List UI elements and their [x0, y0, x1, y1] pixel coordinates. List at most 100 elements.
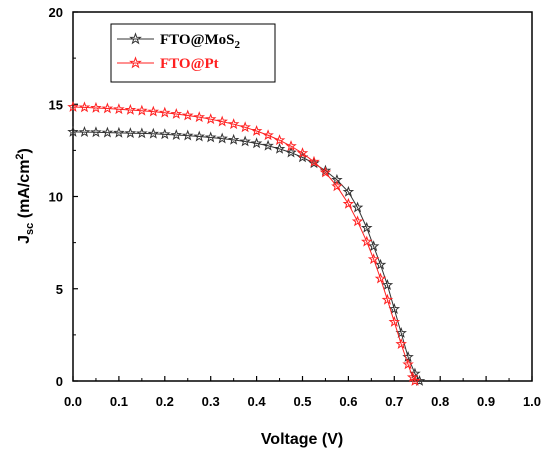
- point-pt: [402, 358, 414, 370]
- point-pt: [285, 140, 297, 152]
- x-tick-label: 0.5: [293, 394, 311, 409]
- point-mos2: [193, 130, 205, 142]
- point-mos2: [351, 201, 364, 213]
- point-pt: [250, 124, 263, 136]
- point-pt: [319, 166, 332, 178]
- point-pt: [273, 134, 286, 146]
- legend-item-pt: FTO@Pt: [117, 56, 219, 72]
- point-pt: [124, 103, 137, 115]
- point-mos2: [227, 133, 240, 145]
- point-mos2: [67, 125, 79, 137]
- point-pt: [78, 101, 91, 113]
- point-mos2: [159, 128, 171, 140]
- legend-label-mos2-main: FTO@MoS: [160, 32, 235, 48]
- point-pt: [374, 272, 387, 284]
- series-layer: [67, 100, 426, 386]
- y-tick-label: 15: [49, 97, 63, 112]
- point-pt: [113, 103, 125, 115]
- point-mos2: [361, 221, 373, 233]
- legend-item-mos2: FTO@MoS2: [117, 32, 241, 51]
- point-pt: [381, 293, 394, 305]
- y-axis-title-sub: sc: [24, 223, 36, 235]
- x-tick-label: 0.2: [156, 394, 174, 409]
- x-tick-label: 0.8: [431, 394, 449, 409]
- point-pt: [90, 101, 102, 113]
- point-mos2: [239, 135, 251, 147]
- point-pt: [67, 100, 79, 112]
- point-mos2: [250, 137, 263, 149]
- legend-label-pt: FTO@Pt: [160, 56, 219, 72]
- y-tick-label: 0: [56, 374, 63, 389]
- point-mos2: [388, 302, 401, 314]
- legend-label-pt-main: FTO@Pt: [160, 56, 219, 72]
- point-pt: [351, 215, 364, 227]
- point-mos2: [78, 126, 91, 138]
- point-pt: [147, 105, 160, 117]
- point-pt: [136, 104, 148, 116]
- point-pt: [342, 197, 355, 209]
- legend-box: [110, 23, 276, 83]
- point-pt: [409, 374, 421, 386]
- series-line-mos2: [72, 131, 420, 382]
- point-mos2: [395, 326, 407, 338]
- point-pt: [296, 147, 309, 159]
- point-pt: [331, 180, 343, 192]
- point-mos2: [136, 127, 148, 139]
- point-pt: [159, 106, 171, 118]
- point-mos2: [101, 126, 114, 138]
- legend-marker-pt: [129, 56, 142, 69]
- point-pt: [308, 155, 320, 167]
- x-tick-label: 0.7: [385, 394, 403, 409]
- point-mos2: [262, 139, 274, 151]
- point-pt: [227, 118, 240, 130]
- y-axis-title-sup: 2: [14, 153, 26, 159]
- x-tick-label: 0.1: [110, 394, 128, 409]
- x-tick-label: 0.3: [202, 394, 220, 409]
- legend-label-mos2: FTO@MoS2: [160, 32, 241, 51]
- point-mos2: [273, 142, 286, 154]
- point-pt: [170, 107, 183, 119]
- point-mos2: [147, 127, 160, 139]
- x-tick-label: 0.6: [339, 394, 357, 409]
- point-mos2: [285, 146, 297, 158]
- point-mos2: [113, 126, 125, 138]
- series-line-pt: [72, 106, 416, 382]
- point-mos2: [90, 126, 102, 138]
- point-pt: [262, 129, 274, 141]
- y-axis-title-close: ): [16, 148, 33, 153]
- legend: FTO@MoS2 FTO@Pt: [110, 23, 276, 83]
- y-axis: 0 5 10 15 20: [49, 5, 78, 389]
- point-pt: [361, 235, 373, 247]
- point-mos2: [124, 127, 137, 139]
- point-pt: [395, 338, 407, 350]
- legend-marker-mos2: [129, 32, 142, 45]
- point-mos2: [342, 185, 355, 197]
- point-pt: [367, 253, 380, 265]
- point-pt: [239, 121, 251, 133]
- y-tick-label: 5: [56, 282, 63, 297]
- point-mos2: [181, 129, 194, 141]
- point-mos2: [170, 128, 183, 140]
- legend-label-mos2-sub: 2: [235, 39, 241, 51]
- point-mos2: [367, 240, 380, 252]
- x-tick-label: 0.9: [477, 394, 495, 409]
- point-pt: [101, 102, 114, 114]
- point-pt: [216, 115, 228, 127]
- y-tick-label: 20: [49, 5, 63, 20]
- point-pt: [204, 113, 217, 125]
- y-axis-title-main: J: [16, 235, 33, 244]
- point-pt: [193, 111, 205, 123]
- point-mos2: [381, 278, 394, 290]
- point-mos2: [374, 258, 387, 270]
- x-tick-label: 1.0: [523, 394, 541, 409]
- x-tick-label: 0.0: [64, 394, 82, 409]
- y-tick-label: 10: [49, 190, 63, 205]
- point-mos2: [216, 132, 228, 144]
- point-pt: [388, 315, 401, 327]
- x-axis: 0.0 0.1 0.2 0.3 0.4 0.5 0.6 0.7 0.8 0.9 1.0: [64, 376, 541, 409]
- point-mos2: [204, 131, 217, 143]
- x-tick-label: 0.4: [248, 394, 267, 409]
- point-pt: [181, 109, 194, 121]
- y-axis-title-units: (mA/cm: [16, 160, 33, 223]
